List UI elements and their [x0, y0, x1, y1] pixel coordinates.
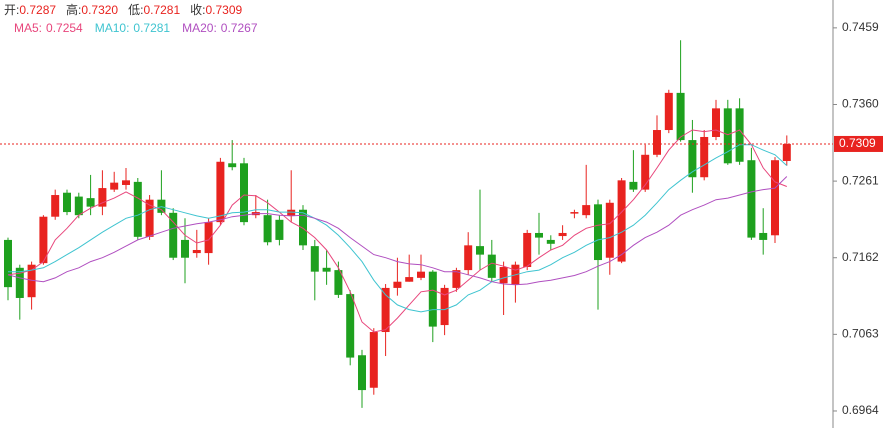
- candle-body: [299, 209, 307, 246]
- candle-body: [369, 332, 378, 388]
- header: 开: 0.7287 高: 0.7320 低: 0.7281 收: 0.7309: [4, 2, 243, 17]
- candle-body: [346, 294, 355, 358]
- candle-body: [605, 202, 614, 258]
- candle-body: [428, 271, 437, 327]
- candle-body: [594, 204, 602, 261]
- candle-body: [15, 267, 24, 298]
- candle-body: [782, 143, 791, 161]
- candle-body: [523, 232, 532, 268]
- candle-body: [653, 130, 661, 155]
- y-tick-label: 0.6964: [842, 403, 879, 417]
- candle-body: [676, 92, 685, 141]
- candle-body: [240, 163, 248, 223]
- candle-body: [287, 209, 296, 216]
- candle-body: [664, 92, 673, 131]
- ma-line: [7, 176, 788, 286]
- y-tick-label: 0.7261: [842, 173, 879, 187]
- candle-body: [405, 277, 414, 282]
- candle-body: [700, 136, 709, 178]
- ma-line: [7, 129, 787, 333]
- candle-body: [629, 181, 638, 190]
- legend: MA5: 0.7254 MA10: 0.7281 MA20: 0.7267: [14, 21, 258, 35]
- candle-body: [27, 264, 36, 298]
- ma-line: [8, 144, 788, 313]
- candle-body: [86, 198, 95, 207]
- candle-body: [74, 196, 83, 216]
- candle-body: [334, 270, 343, 295]
- candle-body: [228, 163, 237, 168]
- candle-body: [39, 216, 48, 264]
- candle-body: [546, 239, 555, 244]
- candle-body: [747, 160, 756, 238]
- legend-value: 0.7267: [221, 21, 258, 35]
- candle-body: [487, 254, 496, 278]
- header-label: 开:: [4, 3, 19, 17]
- candle-body: [499, 267, 508, 284]
- candle-body: [535, 232, 543, 238]
- candle-body: [735, 108, 744, 162]
- header-label: 高:: [66, 2, 81, 17]
- candle-body: [440, 287, 449, 326]
- candle-body: [181, 239, 189, 258]
- candle-body: [204, 222, 213, 254]
- header-value: 0.7287: [19, 3, 56, 17]
- y-tick-label: 0.7459: [842, 20, 879, 34]
- candle-body: [452, 270, 461, 288]
- candle-body: [476, 246, 484, 255]
- header-label: 收:: [190, 3, 205, 17]
- candle-body: [133, 181, 142, 237]
- candle-body: [558, 232, 567, 237]
- legend-value: 0.7254: [46, 21, 83, 35]
- header-value: 0.7309: [205, 3, 242, 17]
- last-price-box: [834, 135, 883, 152]
- candle-body: [582, 205, 591, 216]
- header-value: 0.7320: [81, 3, 118, 17]
- candle-body: [464, 245, 473, 271]
- candle-body: [110, 182, 119, 190]
- legend-name: MA20:: [182, 21, 217, 35]
- candle-body: [759, 232, 768, 240]
- y-tick-label: 0.7360: [842, 97, 879, 111]
- header-value: 0.7281: [143, 3, 180, 17]
- candle-body: [98, 188, 107, 207]
- candle-body: [122, 180, 130, 185]
- candle-body: [393, 281, 402, 288]
- candle-body: [381, 287, 390, 333]
- candle-body: [310, 246, 319, 272]
- header-label: 低:: [128, 3, 143, 17]
- candle-body: [192, 249, 201, 254]
- candle-body: [417, 271, 425, 278]
- candle-body: [358, 355, 366, 391]
- candle-body: [169, 212, 178, 258]
- candle-body: [4, 239, 12, 288]
- candle-body: [263, 215, 272, 243]
- candle-body: [63, 192, 71, 213]
- y-tick-label: 0.7162: [842, 250, 879, 264]
- candle-body: [322, 267, 331, 272]
- legend-name: MA10:: [95, 21, 130, 35]
- candle-body: [51, 195, 60, 217]
- candle-body: [216, 161, 225, 223]
- candle-body: [570, 212, 579, 214]
- candle-body: [275, 219, 284, 240]
- legend-value: 0.7281: [133, 21, 170, 35]
- candle-body: [771, 160, 779, 236]
- candle-body: [712, 108, 720, 137]
- candle-body: [641, 154, 650, 190]
- legend-name: MA5:: [14, 21, 42, 35]
- candle-body: [688, 140, 697, 178]
- candle-body: [145, 199, 154, 237]
- last-price-label: 0.7309: [839, 136, 876, 150]
- candle-body: [723, 108, 732, 164]
- candle-body: [617, 180, 626, 262]
- y-tick-label: 0.7063: [842, 327, 879, 341]
